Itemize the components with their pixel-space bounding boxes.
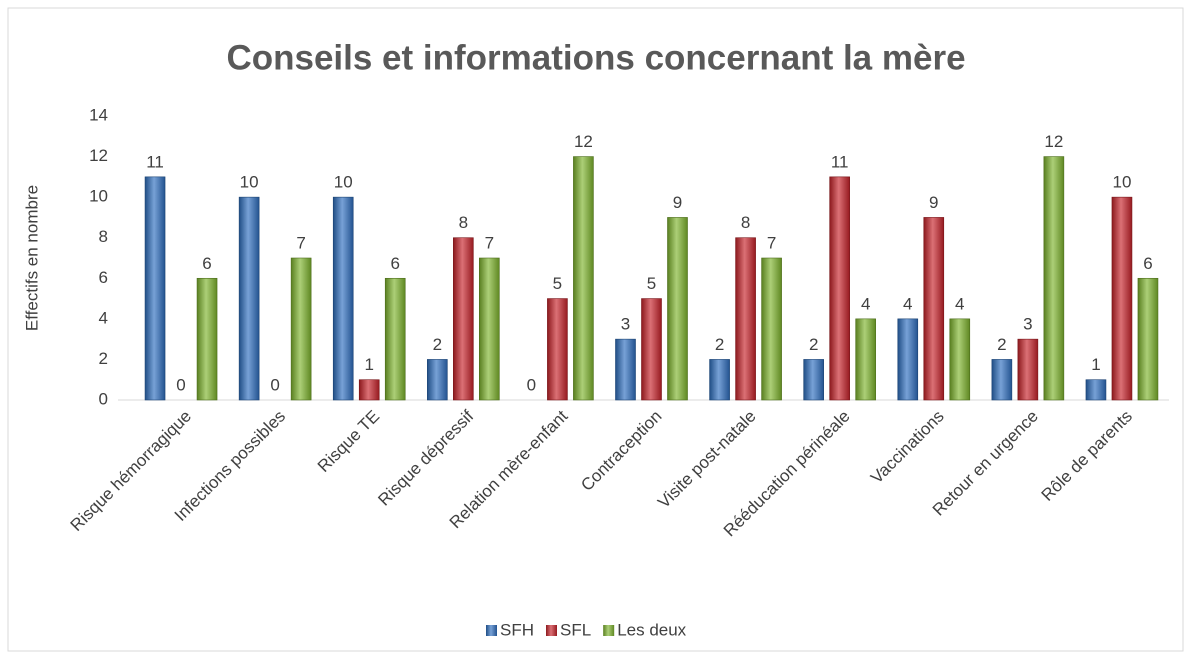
data-label: 11 [146, 152, 164, 171]
data-label: 1 [364, 355, 373, 374]
data-label: 9 [929, 193, 938, 212]
data-label: 7 [485, 233, 494, 252]
bar [829, 176, 850, 401]
data-label: 7 [296, 233, 305, 252]
y-tick-label: 12 [89, 146, 108, 165]
y-tick-label: 2 [99, 349, 108, 368]
data-label: 8 [459, 213, 468, 232]
bar [290, 257, 312, 401]
data-label: 4 [861, 294, 870, 313]
bar [427, 359, 448, 401]
data-label: 4 [903, 294, 912, 313]
y-tick-label: 14 [89, 105, 108, 124]
data-label: 6 [390, 254, 399, 273]
bar [1085, 379, 1107, 401]
bar [1137, 277, 1159, 401]
data-label: 11 [831, 152, 849, 171]
data-label: 5 [647, 274, 656, 293]
chart-title: Conseils et informations concernant la m… [226, 38, 965, 77]
bar [949, 318, 971, 401]
y-tick-label: 0 [99, 389, 108, 408]
data-label: 6 [202, 254, 211, 273]
data-label: 0 [527, 375, 536, 394]
data-label: 2 [997, 335, 1006, 354]
data-label: 10 [240, 173, 259, 192]
legend-swatch [546, 625, 557, 636]
data-label: 6 [1143, 254, 1152, 273]
y-tick-label: 8 [99, 227, 108, 246]
legend-swatch [486, 625, 497, 636]
data-label: 0 [176, 375, 185, 394]
bar [761, 257, 782, 401]
data-label: 0 [270, 375, 279, 394]
y-axis-label: Effectifs en nombre [22, 185, 41, 331]
bar [453, 237, 474, 401]
legend-label: SFH [500, 620, 534, 639]
bar [238, 196, 260, 401]
bar [1111, 196, 1133, 401]
data-label: 4 [955, 294, 964, 313]
bar [1043, 156, 1065, 401]
y-tick-label: 6 [99, 268, 108, 287]
bar [803, 359, 824, 401]
y-tick-label: 10 [89, 187, 108, 206]
data-label: 12 [574, 132, 593, 151]
bar [573, 156, 594, 401]
data-label: 3 [621, 315, 630, 334]
bar [615, 338, 636, 401]
bar [667, 217, 688, 401]
bar [709, 359, 730, 401]
bar [855, 318, 876, 401]
bar [358, 379, 380, 401]
data-label: 2 [715, 335, 724, 354]
legend-label: Les deux [617, 620, 686, 639]
data-label: 5 [553, 274, 562, 293]
data-label: 9 [673, 193, 682, 212]
bar [547, 298, 568, 401]
data-label: 7 [767, 233, 776, 252]
data-label: 2 [809, 335, 818, 354]
data-label: 8 [741, 213, 750, 232]
data-label: 2 [433, 335, 442, 354]
bar [384, 277, 406, 401]
legend-swatch [603, 625, 615, 636]
data-label: 10 [334, 173, 353, 192]
y-tick-label: 4 [99, 308, 108, 327]
data-label: 10 [1112, 173, 1131, 192]
legend-label: SFL [560, 620, 591, 639]
bar [1017, 338, 1039, 401]
data-label: 1 [1091, 355, 1100, 374]
bar [479, 257, 500, 401]
bar [991, 359, 1013, 401]
bar [332, 196, 354, 401]
bar [196, 277, 218, 401]
bar [641, 298, 662, 401]
data-label: 12 [1044, 132, 1063, 151]
data-label: 3 [1023, 315, 1032, 334]
bar [735, 237, 756, 401]
bar [897, 318, 919, 401]
chart-frame [7, 7, 1184, 652]
bar [144, 176, 166, 401]
bar [923, 217, 945, 401]
